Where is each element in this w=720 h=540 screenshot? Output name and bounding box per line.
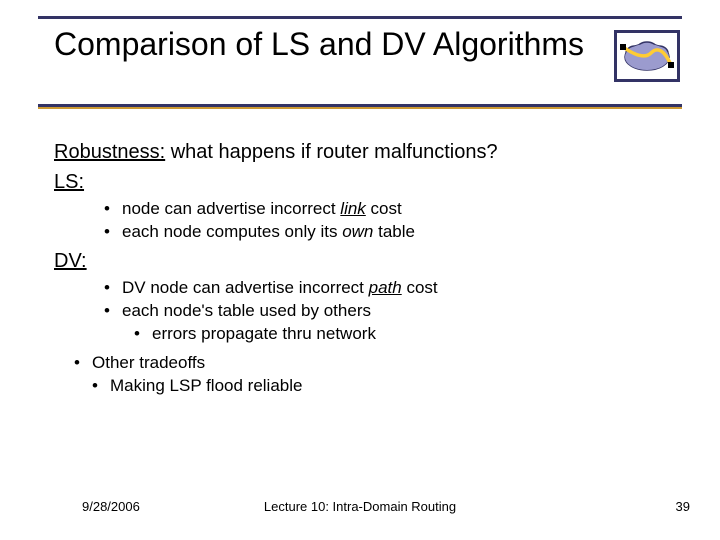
- footer-page-number: 39: [676, 499, 690, 514]
- dv-bullet-2-subwrap: errors propagate thru network: [104, 323, 680, 346]
- dv-label: DV:: [54, 250, 680, 273]
- robustness-question: what happens if router malfunctions?: [165, 141, 497, 163]
- dv-bullets: DV node can advertise incorrect path cos…: [54, 277, 680, 346]
- ls-bullet-2: each node computes only its own table: [104, 221, 680, 244]
- other-tradeoffs-subwrap: Making LSP flood reliable: [74, 375, 680, 398]
- slide-title: Comparison of LS and DV Algorithms: [54, 26, 584, 63]
- ls-bullets: node can advertise incorrect link cost e…: [54, 198, 680, 244]
- other-tradeoffs: Other tradeoffs Making LSP flood reliabl…: [54, 352, 680, 398]
- slide-body: Robustness: what happens if router malfu…: [54, 140, 680, 398]
- network-cloud-icon: [614, 30, 680, 82]
- footer-lecture: Lecture 10: Intra-Domain Routing: [0, 499, 720, 514]
- dv-bullet-2: each node's table used by others: [104, 300, 680, 323]
- other-tradeoffs-sub: Making LSP flood reliable: [92, 375, 680, 398]
- dv-bullet-1: DV node can advertise incorrect path cos…: [104, 277, 680, 300]
- title-rule-top: [38, 16, 682, 19]
- robustness-line: Robustness: what happens if router malfu…: [54, 140, 680, 165]
- other-tradeoffs-item: Other tradeoffs: [74, 352, 680, 375]
- ls-bullet-1: node can advertise incorrect link cost: [104, 198, 680, 221]
- title-rule-gold: [38, 107, 682, 109]
- dv-bullet-2-sub: errors propagate thru network: [134, 323, 680, 346]
- robustness-label: Robustness:: [54, 141, 165, 163]
- ls-label: LS:: [54, 171, 680, 194]
